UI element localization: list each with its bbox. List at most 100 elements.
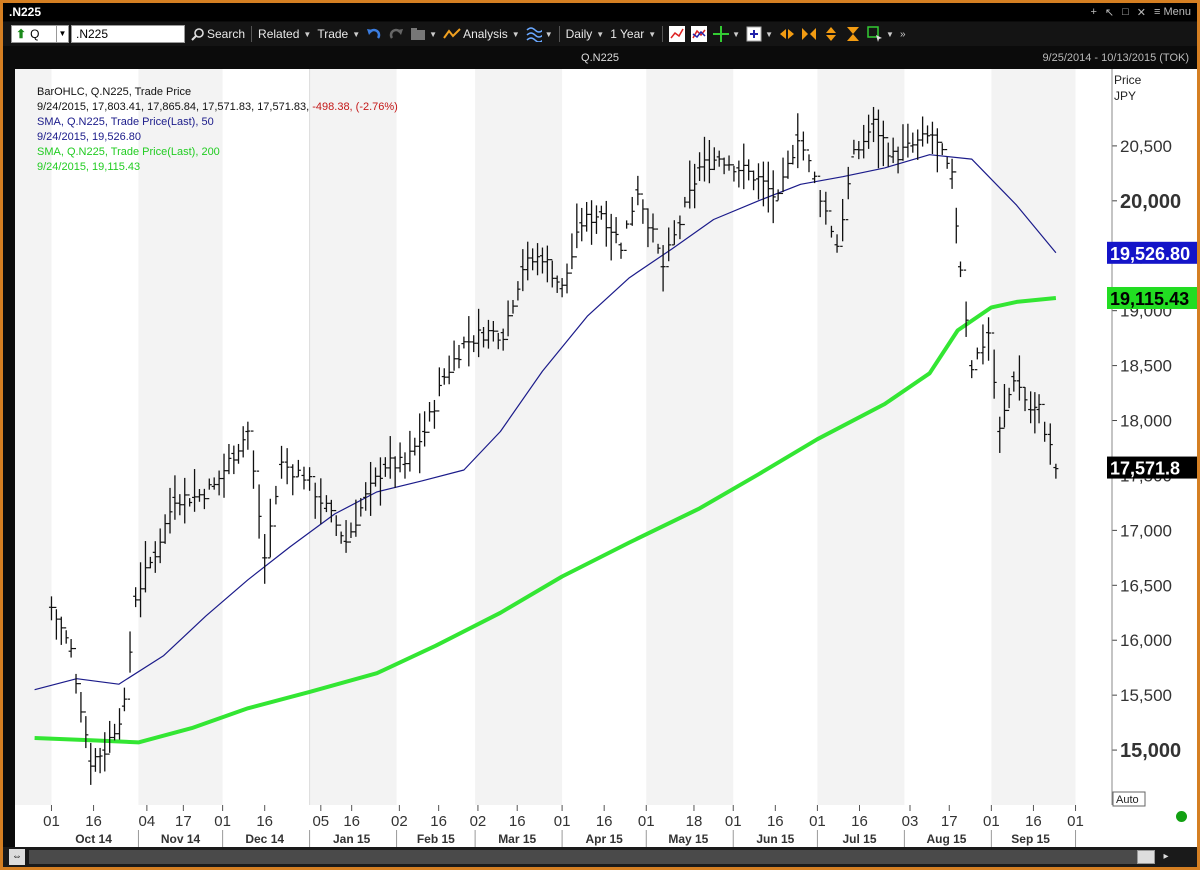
folder-icon[interactable]	[410, 26, 426, 42]
toolbar: ⬆ Q ▼ Search Related▼ Trade▼ ▼ Analysis▼…	[3, 22, 1197, 46]
ohlc-bar	[436, 367, 442, 412]
chevron-down-icon[interactable]: ▼	[886, 29, 894, 39]
x-month-label: Apr 15	[586, 832, 624, 846]
x-day-label: 16	[851, 813, 868, 830]
divider	[662, 26, 664, 42]
ohlc-bar	[584, 201, 590, 232]
ohlc-bar	[172, 475, 178, 520]
trade-menu[interactable]: Trade ▼	[317, 27, 360, 41]
ohlc-bar	[790, 144, 796, 165]
ohlc-bar	[476, 308, 482, 358]
ohlc-bar	[83, 711, 89, 749]
ohlc-bar	[875, 109, 881, 169]
price-axis[interactable]	[1112, 69, 1197, 805]
ohlc-bar	[706, 140, 712, 184]
scroll-right-icon[interactable]: ▸	[1163, 851, 1169, 862]
ohlc-bar	[840, 198, 846, 247]
x-day-label: 17	[175, 813, 192, 830]
crosshair-icon[interactable]	[713, 26, 730, 42]
ohlc-bar	[196, 488, 202, 502]
studies-icon[interactable]	[526, 26, 542, 42]
x-month-label: Nov 14	[161, 832, 201, 846]
ohlc-bar	[431, 399, 437, 429]
ohlc-bar	[525, 241, 531, 281]
close-icon[interactable]: ✕	[1136, 6, 1146, 19]
ohlc-bar	[338, 524, 344, 544]
ohlc-bar	[211, 477, 217, 490]
zoom-horizontal-icon[interactable]	[801, 26, 817, 42]
related-menu[interactable]: Related ▼	[258, 27, 311, 41]
sma200-tag-box	[1107, 286, 1197, 309]
month-band	[15, 69, 52, 805]
ohlc-bar	[256, 470, 262, 539]
ohlc-bar	[969, 360, 975, 379]
ohlc-bar	[162, 514, 168, 544]
ohlc-bar	[736, 160, 742, 188]
chevron-down-icon[interactable]: ▼	[732, 29, 741, 39]
undo-icon[interactable]	[366, 26, 382, 42]
x-day-label: 03	[902, 813, 919, 830]
ohlc-bar	[515, 281, 521, 307]
time-axis[interactable]	[15, 805, 1197, 847]
ohlc-bar	[692, 163, 698, 209]
axis-title: Price	[1114, 73, 1142, 87]
redo-icon[interactable]	[388, 26, 404, 42]
ohlc-bar	[363, 482, 369, 511]
horizontal-scrollbar[interactable]	[29, 850, 1155, 864]
analysis-menu[interactable]: Analysis ▼	[443, 27, 520, 41]
select-tool-icon[interactable]	[867, 26, 883, 42]
interval-menu[interactable]: Daily ▼	[566, 27, 605, 41]
ohlc-bar	[795, 113, 801, 169]
live-status-dot	[1176, 811, 1187, 822]
x-day-label: 04	[139, 813, 156, 830]
ohlc-bar	[1016, 355, 1022, 401]
ohlc-bar	[716, 150, 722, 167]
zoom-box-icon[interactable]	[746, 26, 762, 42]
y-tick-label: 16,500	[1120, 576, 1172, 595]
x-day-label: 18	[686, 813, 703, 830]
ohlc-bar	[78, 683, 84, 723]
chevron-down-icon[interactable]: ▼	[429, 29, 438, 39]
scrollbar-thumb[interactable]	[1137, 850, 1155, 864]
x-month-label: Jul 15	[842, 832, 876, 846]
menu-button[interactable]: ≡ Menu	[1153, 6, 1191, 18]
ohlc-bar	[613, 217, 619, 244]
zoom-vertical-icon[interactable]	[823, 26, 839, 42]
month-band	[475, 69, 563, 805]
chevron-down-icon: ▼	[511, 29, 520, 39]
search-button[interactable]: Search	[191, 27, 245, 41]
ohlc-bar	[318, 478, 324, 525]
chevron-down-icon[interactable]: ▼	[765, 29, 774, 39]
line-chart-icon[interactable]	[669, 26, 686, 42]
fit-icon[interactable]	[845, 26, 861, 42]
symbol-type-select[interactable]: ⬆ Q ▼	[11, 25, 69, 43]
maximize-icon[interactable]: □	[1122, 6, 1129, 18]
ohlc-bar	[544, 245, 550, 283]
ohlc-bar	[845, 166, 851, 221]
ohlc-bar	[549, 259, 555, 288]
range-label: 1 Year	[610, 27, 645, 41]
more-tools-icon[interactable]: »	[899, 28, 906, 40]
ohlc-bar	[828, 210, 834, 238]
x-day-label: 05	[312, 813, 329, 830]
sma50-tag-label: 19,526.80	[1110, 244, 1190, 264]
x-day-label: 01	[43, 813, 60, 830]
ohlc-bar	[701, 136, 707, 182]
ohlc-bar	[427, 401, 433, 433]
symbol-input[interactable]	[71, 25, 185, 43]
add-window-icon[interactable]: +	[1090, 6, 1097, 18]
chevron-down-icon[interactable]: ▼	[544, 29, 553, 39]
ohlc-bar	[236, 443, 242, 464]
ohlc-bar	[721, 157, 727, 175]
undock-icon[interactable]: ↖	[1104, 6, 1115, 19]
y-tick-label: 18,500	[1120, 357, 1172, 376]
scroll-left-right-icon[interactable]	[779, 26, 795, 42]
x-month-label: Sep 15	[1011, 832, 1050, 846]
y-tick-label: 18,000	[1120, 412, 1172, 431]
compare-chart-icon[interactable]	[691, 26, 708, 42]
expand-icon[interactable]: ⇔	[9, 849, 25, 865]
ohlc-bar	[466, 316, 472, 367]
range-menu[interactable]: 1 Year ▼	[610, 27, 656, 41]
ohlc-bar	[417, 413, 423, 474]
ohlc-bar	[402, 452, 408, 479]
